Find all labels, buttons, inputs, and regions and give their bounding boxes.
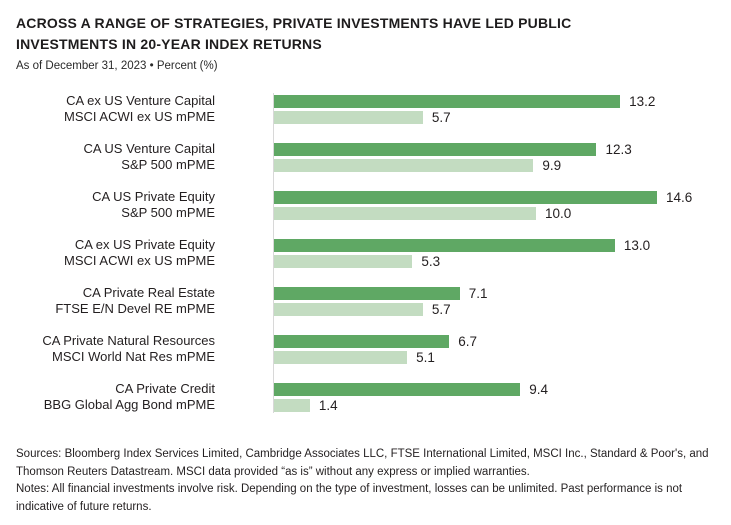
bar-public [273, 206, 536, 220]
category-label-public: MSCI World Nat Res mPME [51, 349, 215, 364]
value-label-public: 5.7 [431, 301, 451, 317]
bar-row-public: 5.1 [273, 349, 731, 365]
category-label-public: MSCI ACWI ex US mPME [64, 109, 215, 124]
value-label-private: 9.4 [529, 381, 548, 397]
bar-row-private: 13.0 [273, 237, 731, 253]
sources-note: Sources: Bloomberg Index Services Limite… [16, 448, 709, 478]
bar-row-public: 10.0 [273, 205, 731, 221]
value-label-public: 9.9 [542, 157, 562, 173]
bar-private [273, 382, 521, 396]
disclaimer-note: Notes: All financial investments involve… [16, 483, 683, 513]
footer: Sources: Bloomberg Index Services Limite… [16, 446, 723, 516]
bar-public [273, 398, 310, 412]
bar-row-private: 6.7 [273, 333, 731, 349]
category-label-private: CA ex US Venture Capital [66, 93, 215, 108]
chart-title: ACROSS A RANGE OF STRATEGIES, PRIVATE IN… [16, 15, 572, 52]
bar-group: CA US Private Equity 14.6 S&P 500 mPME 1… [0, 189, 731, 221]
bar-row-public: 1.4 [273, 397, 731, 413]
value-label-public: 5.3 [421, 253, 441, 269]
bar-groups: CA ex US Venture Capital 13.2 MSCI ACWI … [0, 93, 731, 413]
bar-public [273, 302, 423, 316]
bar-private [273, 94, 621, 108]
value-label-public: 5.1 [416, 349, 435, 365]
bar-row-public: 5.7 [273, 301, 731, 317]
category-label-private: CA Private Real Estate [82, 285, 215, 300]
bar-row-public: 9.9 [273, 157, 731, 173]
value-label-private: 6.7 [458, 333, 477, 349]
bar-row-private: 9.4 [273, 381, 731, 397]
value-label-private: 13.2 [629, 93, 656, 109]
value-label-private: 12.3 [605, 141, 632, 157]
category-label-private: CA US Private Equity [92, 189, 215, 204]
bar-group: CA Private Natural Resources 6.7 MSCI Wo… [0, 333, 731, 365]
header: ACROSS A RANGE OF STRATEGIES, PRIVATE IN… [16, 13, 656, 72]
bar-public [273, 110, 423, 124]
value-label-private: 13.0 [623, 237, 651, 253]
bar-row-private: 14.6 [273, 189, 731, 205]
bar-private [273, 238, 615, 252]
bar-public [273, 158, 534, 172]
bar-group: CA ex US Private Equity 13.0 MSCI ACWI e… [0, 237, 731, 269]
category-label-private: CA Private Credit [115, 381, 215, 396]
bar-public [273, 254, 413, 268]
bar-row-public: 5.7 [273, 109, 731, 125]
bar-group: CA Private Real Estate 7.1 FTSE E/N Deve… [0, 285, 731, 317]
value-label-public: 10.0 [545, 205, 572, 221]
category-label-public: MSCI ACWI ex US mPME [64, 253, 215, 268]
bar-row-private: 7.1 [273, 285, 731, 301]
value-label-private: 7.1 [468, 285, 488, 301]
category-label-public: BBG Global Agg Bond mPME [43, 397, 215, 412]
bar-chart: CA ex US Venture Capital 13.2 MSCI ACWI … [0, 93, 731, 413]
value-label-public: 5.7 [431, 109, 451, 125]
value-label-private: 14.6 [665, 189, 693, 205]
bar-group: CA Private Credit 9.4 BBG Global Agg Bon… [0, 381, 731, 413]
bar-row-private: 12.3 [273, 141, 731, 157]
bar-private [273, 142, 597, 156]
bar-row-public: 5.3 [273, 253, 731, 269]
bar-public [273, 350, 408, 364]
bar-private [273, 190, 657, 204]
category-label-public: S&P 500 mPME [121, 157, 215, 172]
bar-private [273, 334, 450, 348]
category-label-public: S&P 500 mPME [121, 205, 215, 220]
category-label-public: FTSE E/N Devel RE mPME [55, 301, 215, 316]
chart-subtitle: As of December 31, 2023 • Percent (%) [16, 60, 218, 72]
bar-private [273, 286, 460, 300]
category-label-private: CA US Venture Capital [83, 141, 215, 156]
y-axis-line [273, 93, 274, 413]
bar-row-private: 13.2 [273, 93, 731, 109]
category-label-private: CA Private Natural Resources [42, 333, 215, 348]
value-label-public: 1.4 [318, 397, 338, 413]
category-label-private: CA ex US Private Equity [74, 237, 215, 252]
bar-group: CA ex US Venture Capital 13.2 MSCI ACWI … [0, 93, 731, 125]
bar-group: CA US Venture Capital 12.3 S&P 500 mPME … [0, 141, 731, 173]
